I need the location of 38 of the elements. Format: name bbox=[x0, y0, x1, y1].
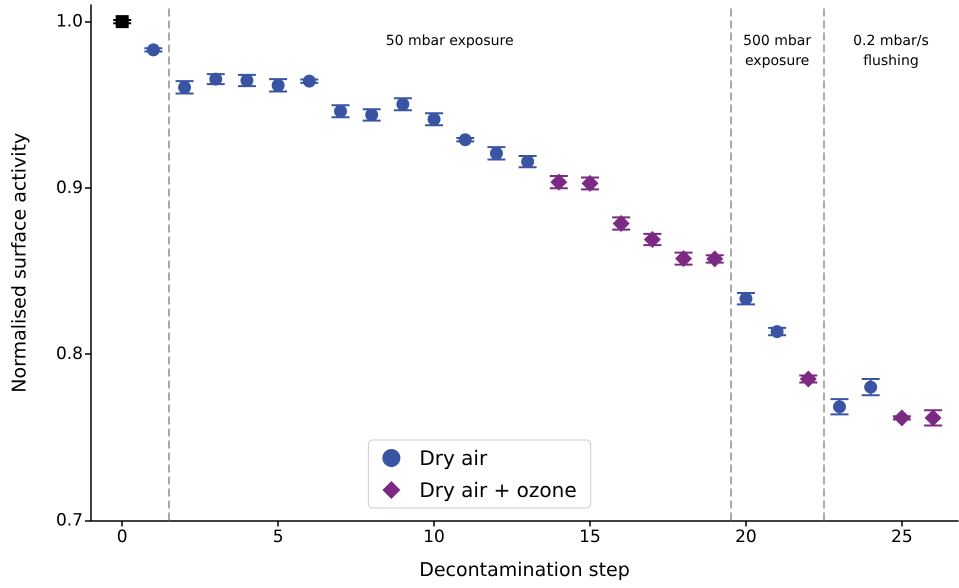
annotation: 500 mbar exposure bbox=[743, 33, 812, 69]
point bbox=[770, 325, 784, 338]
point bbox=[864, 380, 878, 394]
point bbox=[146, 43, 160, 56]
x-axis-title: Decontamination step bbox=[419, 559, 630, 581]
point bbox=[240, 74, 254, 87]
point bbox=[209, 72, 222, 86]
y-axis-title: Normalised surface activity bbox=[8, 132, 30, 393]
point bbox=[428, 112, 441, 126]
x-tick-label: 0 bbox=[116, 527, 128, 547]
point bbox=[272, 78, 285, 92]
point bbox=[739, 292, 752, 306]
point bbox=[302, 74, 316, 88]
y-tick-label: 0.9 bbox=[56, 178, 83, 198]
x-tick-label: 15 bbox=[579, 527, 601, 547]
point bbox=[706, 250, 724, 268]
point bbox=[800, 370, 817, 388]
point bbox=[490, 146, 503, 160]
legend-label: Dry air bbox=[419, 446, 488, 470]
annotation: 50 mbar exposure bbox=[386, 33, 514, 49]
x-tick-label: 5 bbox=[272, 527, 284, 547]
y-tick-label: 1.0 bbox=[56, 12, 83, 32]
x-tick-label: 20 bbox=[735, 527, 757, 547]
y-tick-label: 0.8 bbox=[56, 344, 83, 364]
x-tick-label: 25 bbox=[891, 527, 913, 547]
point bbox=[116, 15, 129, 28]
point bbox=[458, 133, 472, 146]
point bbox=[521, 155, 534, 168]
point bbox=[396, 98, 410, 111]
y-tick-label: 0.7 bbox=[56, 510, 83, 530]
point bbox=[178, 80, 192, 94]
x-tick-label: 10 bbox=[423, 527, 445, 547]
point bbox=[334, 104, 347, 118]
legend-label: Dry air + ozone bbox=[419, 478, 577, 502]
point bbox=[365, 108, 378, 122]
annotation: 0.2 mbar/s flushing bbox=[853, 33, 929, 69]
point bbox=[833, 400, 846, 414]
point bbox=[893, 409, 910, 426]
